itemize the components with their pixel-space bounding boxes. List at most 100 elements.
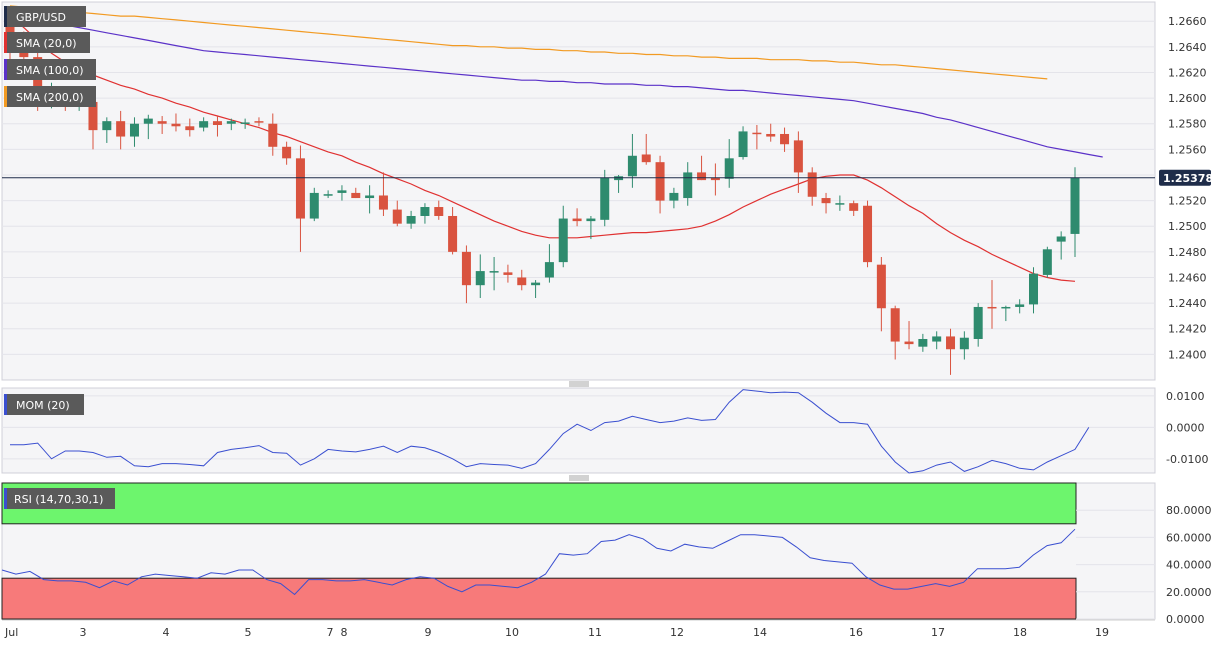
legend-symbol[interactable]: GBP/USD [4,6,86,27]
rsi-oversold-band [1,577,1077,620]
candle-body [627,155,637,177]
candle [669,187,679,209]
candle [199,117,209,132]
candle [309,187,319,222]
panel-resize-handle[interactable] [569,475,589,481]
candle-body [254,121,264,123]
candle [489,256,499,291]
candle-body [1070,177,1080,234]
candle [185,118,195,137]
price-panel: 1.2400 1.2420 1.2440 1.2460 1.2480 1.2500 1.25… [1,1,1207,381]
candle [697,155,707,181]
candle [876,256,886,332]
candle-body [973,306,983,339]
candle-body [143,118,153,124]
candle-body [461,251,471,286]
x-tick-label: 11 [588,626,602,639]
mom-tick-label: 0.0000 [1166,421,1205,434]
candle-body [572,218,582,222]
price-tick-label: 1.2440 [1168,297,1207,310]
candle [143,114,153,140]
candle-body [780,133,790,145]
candle-body [392,209,402,224]
candle-body [1029,273,1039,305]
candle [1015,299,1025,314]
candle-body [489,271,499,273]
candle [475,254,485,298]
candle-body [1001,306,1011,309]
candle [766,123,776,142]
mom-panel-background [1,387,1156,474]
candle-body [558,218,568,263]
candle [793,131,803,193]
price-tick-label: 1.2500 [1168,220,1207,233]
candle-body [19,51,29,58]
price-tick-label: 1.2480 [1168,246,1207,259]
candle [503,264,513,283]
candle-body [641,154,651,163]
candle-body [932,336,942,342]
candle-body [102,121,112,131]
candle-body [448,215,458,252]
legend-rsi-label: RSI (14,70,30,1) [14,493,103,506]
candle-body [157,121,167,124]
x-tick-label: 8 [341,626,348,639]
legend-sma200[interactable]: SMA (200,0) [4,86,96,107]
candle [129,117,139,147]
candle [420,203,430,224]
candle [226,118,236,131]
candle [365,185,375,214]
candle-body [849,203,859,211]
x-tick-label: 5 [245,626,252,639]
candle-body [378,195,388,210]
candle [531,280,541,298]
x-tick-label: 3 [80,626,87,639]
legend-sma20[interactable]: SMA (20,0) [4,32,90,53]
candle-body [337,190,347,193]
legend-mom[interactable]: MOM (20) [4,394,84,415]
candle-body [793,140,803,173]
candle-body [517,277,527,286]
rsi-tick-label: 40.0000 [1166,559,1212,572]
candle [558,205,568,268]
legend-rsi[interactable]: RSI (14,70,30,1) [4,488,115,509]
x-axis: Jul 3 4 5 7 8 9 10 11 12 14 16 17 18 19 [2,619,1155,639]
rsi-tick-label: 80.0000 [1166,504,1212,517]
candle-body [129,123,139,137]
legend-sma20-label: SMA (20,0) [16,37,77,50]
price-tick-label: 1.2660 [1168,15,1207,28]
candle-body [987,306,997,309]
candle-body [766,133,776,137]
candle-body [544,262,554,278]
candle [946,328,956,375]
candle [295,145,305,252]
x-tick-label: 19 [1095,626,1109,639]
price-tick-label: 1.2600 [1168,92,1207,105]
last-price-tag: 1.25378 [1159,169,1213,186]
candle [1070,167,1080,257]
panel-resize-handle[interactable] [569,381,589,387]
rsi-tick-label: 60.0000 [1166,531,1212,544]
candle-body [212,121,222,126]
candle [835,195,845,211]
candle [710,163,720,196]
candle-body [351,192,361,199]
legend-sma100[interactable]: SMA (100,0) [4,59,96,80]
candle [973,303,983,347]
rsi-overbought-band [1,482,1077,525]
candle-body [503,272,513,275]
candle [1056,231,1066,260]
candle [351,187,361,199]
sma100-line [9,10,1103,158]
candle-body [890,308,900,342]
candle-body [904,341,914,345]
candle-body [282,146,292,159]
candle [738,126,748,160]
price-tick-label: 1.2560 [1168,143,1207,156]
sma20-line [9,15,1076,282]
x-tick-label: Jul [4,626,18,639]
candle-body [323,194,333,196]
candle [683,162,693,206]
candle-body [683,172,693,199]
